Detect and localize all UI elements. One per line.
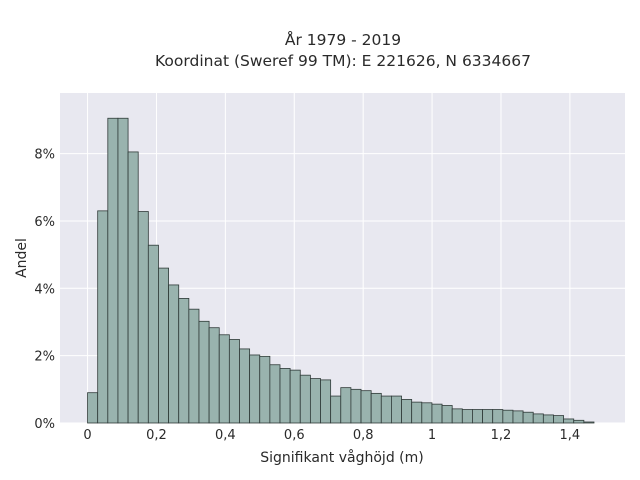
histogram-bar — [542, 414, 554, 424]
histogram-bar — [350, 388, 362, 424]
histogram-bar — [279, 368, 291, 424]
histogram-bar — [441, 405, 453, 424]
histogram-bar — [269, 364, 281, 424]
histogram-bar — [401, 399, 413, 424]
x-tick-label: 1 — [428, 428, 436, 443]
histogram-bar — [532, 413, 544, 424]
histogram-bar — [482, 409, 494, 424]
x-tick-label: 0,6 — [284, 428, 305, 443]
histogram-bar — [198, 320, 210, 424]
x-tick-label: 0,2 — [146, 428, 167, 443]
histogram-bar — [553, 415, 565, 424]
histogram-bar — [127, 151, 139, 424]
x-tick-label: 0,4 — [215, 428, 236, 443]
histogram-bar — [249, 354, 261, 424]
histogram-bar — [472, 409, 483, 424]
histogram-bar — [573, 419, 585, 424]
x-tick-label: 0,8 — [353, 428, 374, 443]
histogram-bar — [218, 334, 230, 424]
histogram-bar — [411, 401, 423, 424]
histogram-bar — [431, 403, 443, 424]
histogram-bar — [340, 387, 352, 424]
histogram-bar — [158, 267, 169, 424]
histogram-bar — [330, 395, 342, 424]
y-tick-label: 0% — [34, 417, 55, 432]
x-tick-label: 1,4 — [560, 428, 581, 443]
histogram-bar — [320, 379, 332, 424]
histogram-bar — [461, 409, 473, 424]
histogram-bar — [97, 210, 109, 424]
histogram-bar — [299, 374, 311, 424]
histogram-bar — [259, 355, 271, 424]
histogram-bar — [502, 409, 514, 424]
x-axis-title: Signifikant våghöjd (m) — [260, 449, 423, 466]
histogram-bar — [178, 298, 190, 424]
chart-title-line-2: Koordinat (Sweref 99 TM): E 221626, N 63… — [155, 52, 531, 70]
x-tick-labels: 0 0,2 0,4 0,6 0,8 1 1,2 1,4 — [83, 428, 580, 443]
y-tick-labels: 0% 2% 4% 6% 8% — [34, 148, 55, 432]
chart-title-line-1: År 1979 - 2019 — [285, 30, 401, 49]
y-tick-label: 2% — [34, 350, 55, 365]
histogram-bar — [563, 418, 575, 424]
x-tick-label: 1,2 — [491, 428, 512, 443]
histogram-bar — [208, 327, 220, 424]
histogram-bar — [137, 211, 149, 424]
histogram-bar — [391, 395, 402, 424]
histogram-bar — [147, 244, 159, 424]
y-tick-label: 8% — [34, 148, 55, 163]
histogram-bar — [239, 348, 251, 424]
histogram-bar — [370, 392, 382, 424]
histogram-bar — [492, 409, 504, 424]
y-axis-title: Andel — [14, 238, 30, 278]
histogram-bar — [451, 408, 463, 424]
histogram-bar — [117, 117, 129, 424]
y-tick-label: 4% — [34, 282, 55, 297]
y-tick-label: 6% — [34, 215, 55, 230]
histogram-bar — [360, 390, 372, 424]
histogram-bar — [87, 392, 99, 424]
histogram-bar — [228, 339, 240, 424]
histogram-bar — [583, 421, 595, 424]
histogram-bar — [512, 410, 524, 424]
bars — [87, 117, 595, 424]
histogram-bar — [380, 395, 392, 424]
histogram-bar — [188, 308, 200, 424]
histogram-bar — [421, 402, 433, 424]
histogram-bar — [107, 117, 119, 424]
histogram-bar — [309, 378, 321, 424]
histogram-bar — [522, 411, 534, 424]
x-tick-label: 0 — [83, 428, 91, 443]
histogram-bar — [289, 369, 301, 424]
histogram-bar — [168, 284, 180, 424]
